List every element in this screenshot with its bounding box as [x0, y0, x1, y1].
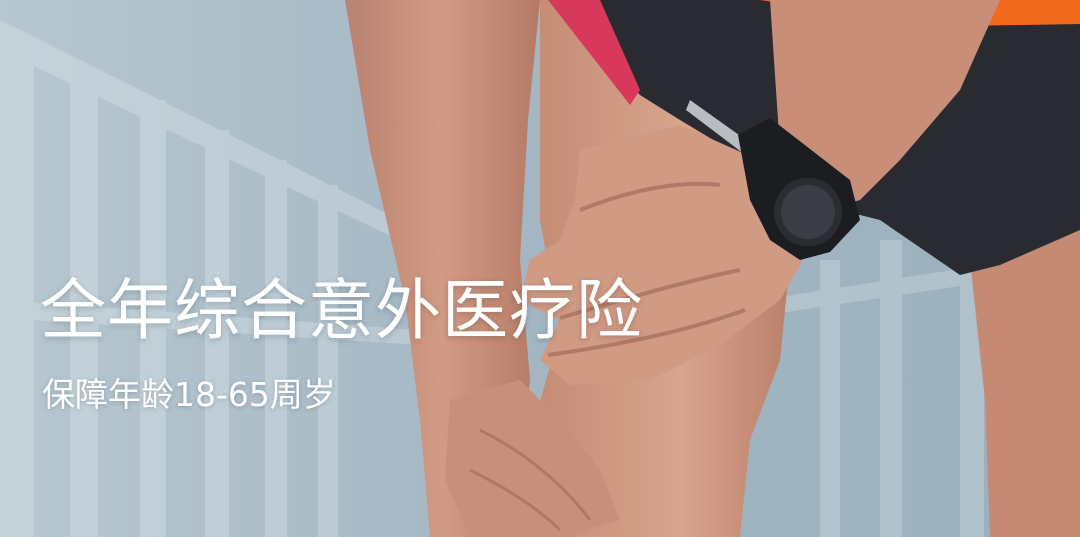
banner-subtitle: 保障年龄18-65周岁 [42, 375, 336, 414]
banner-title: 全年综合意外医疗险 [40, 272, 643, 349]
